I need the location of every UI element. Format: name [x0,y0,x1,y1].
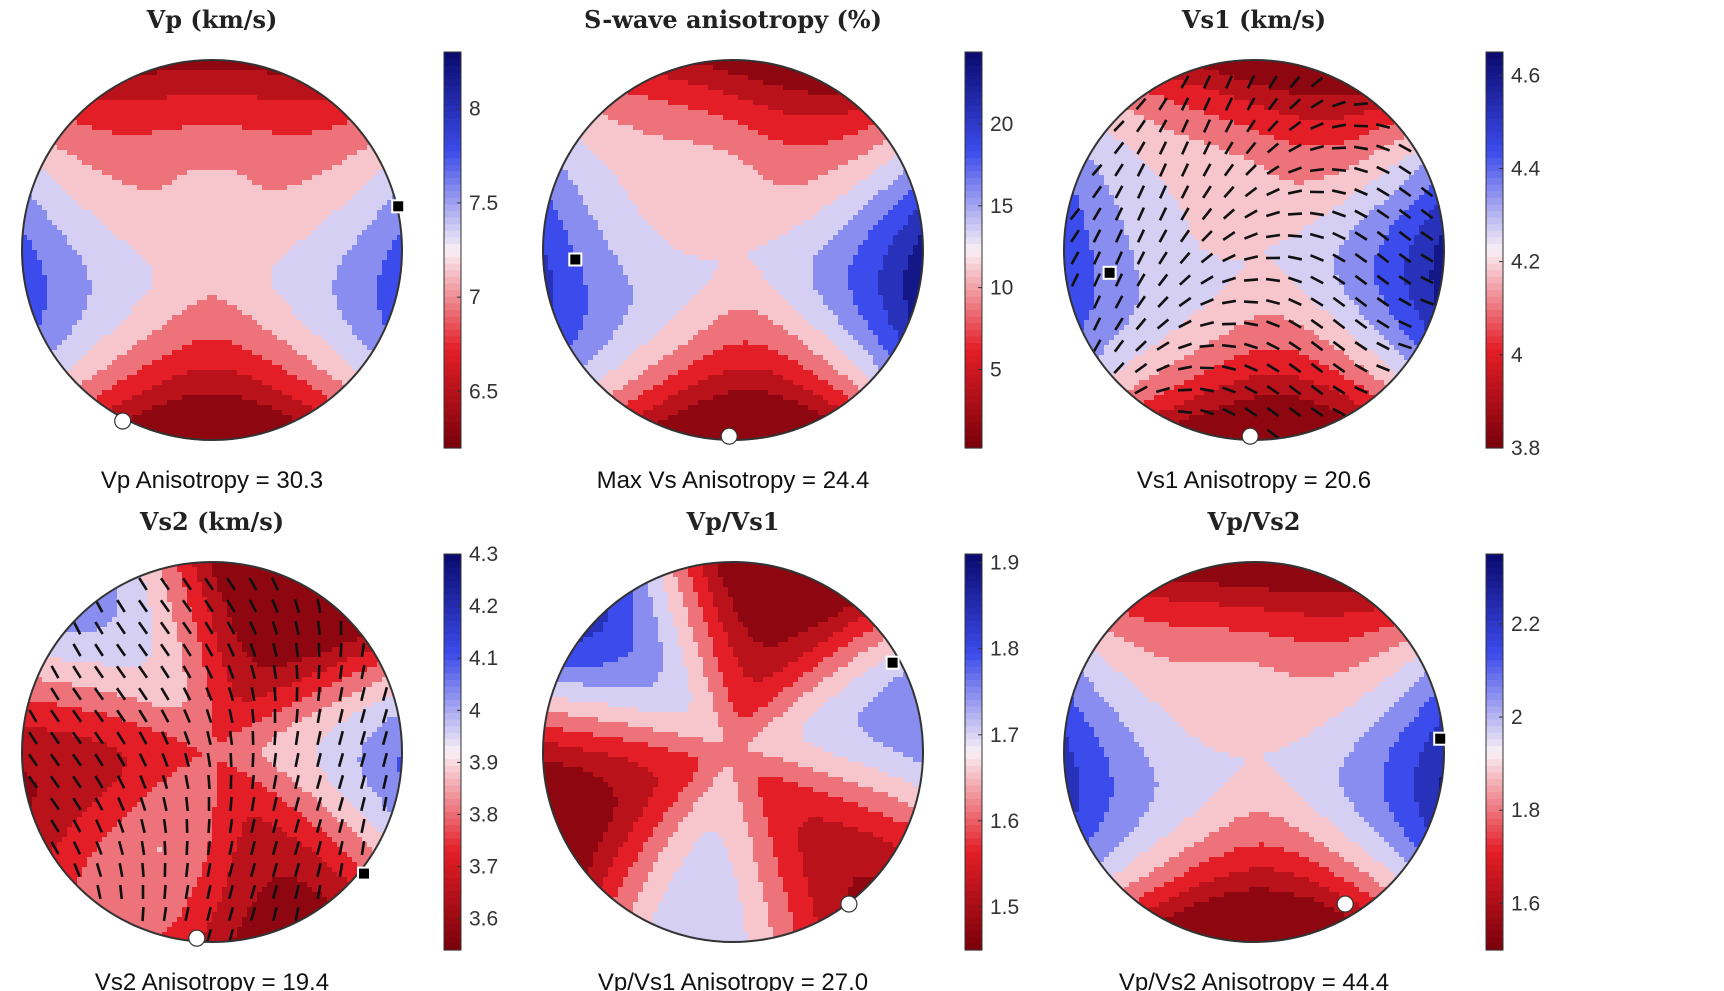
panel-title: Vp/Vs1 [686,507,780,536]
colorbar-tick-label: 1.8 [990,638,1019,661]
panel-title: Vs2 (km/s) [139,507,284,536]
panel-4: Vs2 (km/s) Vs2 Anisotropy = 19.4 4.3 4.2 4.1… [21,507,498,991]
max-marker [568,252,583,267]
colorbar-tick-label: 4.2 [469,595,498,618]
colorbar-tick-label: 2.2 [1511,613,1540,636]
colorbar-tick-label: 3.8 [469,804,498,827]
panel-title: Vp/Vs2 [1207,507,1301,536]
colorbar-tick-label: 4.1 [469,647,498,670]
polarization-ticks [27,577,389,942]
colorbar: 1.9 1.8 1.7 1.6 1.5 [964,552,1019,951]
colorbar-tick-label: 4 [469,699,481,722]
colorbar-tick-label: 4.2 [1511,251,1540,274]
stereonet-outline [21,561,403,943]
colorbar-tick-label: 10 [990,277,1013,300]
colorbar-tick-label: 2 [1511,706,1523,729]
max-marker [357,866,371,881]
panel-3: Vs1 (km/s) Vs1 Anisotropy = 20.6 4.6 4.4 4.2… [1063,5,1541,494]
colorbar-tick-label: 20 [990,113,1013,136]
colorbar-tick-label: 1.6 [990,810,1019,833]
colorbar-tick-label: 1.5 [990,896,1019,919]
contour-field [543,562,923,942]
colorbar: 20 15 10 5 [964,51,1013,449]
contour-field [22,562,402,942]
stereonet-outline [542,561,924,943]
max-marker [885,655,900,670]
min-marker [188,929,206,947]
panel-caption: Vs2 Anisotropy = 19.4 [95,969,329,991]
panel-title: S-wave anisotropy (%) [584,5,882,34]
colorbar-tick-label: 7.5 [469,192,498,215]
colorbar-tick-label: 1.6 [1511,892,1540,915]
panel-caption: Vp/Vs2 Anisotropy = 44.4 [1119,969,1389,991]
colorbar-tick-label: 7 [469,286,481,309]
colorbar-tick-label: 4.6 [1511,64,1540,87]
colorbar: 2.2 2 1.8 1.6 [1485,553,1540,951]
colorbar-tick-label: 4 [1511,344,1523,367]
polarization-ticks [1069,75,1435,440]
contour-field [22,60,402,440]
max-marker [1102,265,1117,280]
colorbar-tick-label: 3.9 [469,751,498,774]
colorbar-tick-label: 8 [469,98,481,121]
colorbar-tick-label: 3.7 [469,856,498,879]
min-marker [114,412,132,430]
panel-title: Vs1 (km/s) [1181,5,1326,34]
panel-2: S-wave anisotropy (%) Max Vs Anisotropy =… [542,5,1013,494]
colorbar: 4.3 4.2 4.1 4 3.9 3.8 3.7 3.6 [443,543,498,951]
colorbar-tick-label: 1.9 [990,552,1019,575]
stereonet-outline [1063,561,1445,943]
colorbar-tick-label: 3.8 [1511,437,1540,460]
colorbar-tick-label: 3.6 [469,908,498,931]
panel-caption: Max Vs Anisotropy = 24.4 [597,467,870,494]
colorbar: 8 7.5 7 6.5 [443,51,498,449]
max-marker [1433,731,1448,746]
colorbar-tick-label: 4.3 [469,543,498,566]
panel-caption: Vp/Vs1 Anisotropy = 27.0 [598,969,868,991]
contour-field [1064,562,1444,942]
panel-1: Vp (km/s) Vp Anisotropy = 30.3 8 7.5 7 6.5 [21,5,498,494]
colorbar-tick-label: 15 [990,195,1013,218]
panel-caption: Vp Anisotropy = 30.3 [101,467,323,494]
min-marker [720,427,738,445]
panel-title: Vp (km/s) [146,5,278,34]
contour-field [1064,60,1444,440]
colorbar-tick-label: 5 [990,358,1002,381]
stereonet-outline [21,59,403,441]
max-marker [391,199,406,214]
colorbar-tick-label: 6.5 [469,380,498,403]
colorbar-tick-label: 1.8 [1511,799,1540,822]
contour-field [543,60,923,440]
min-marker [840,895,858,913]
colorbar-tick-label: 4.4 [1511,157,1541,180]
colorbar-tick-label: 1.7 [990,724,1019,747]
min-marker [1336,895,1354,913]
min-marker [1241,427,1259,445]
panel-6: Vp/Vs2 Vp/Vs2 Anisotropy = 44.4 2.2 2 1.8 1.6 [1063,507,1540,991]
panel-caption: Vs1 Anisotropy = 20.6 [1137,467,1371,494]
colorbar: 4.6 4.4 4.2 4 3.8 [1485,51,1541,460]
